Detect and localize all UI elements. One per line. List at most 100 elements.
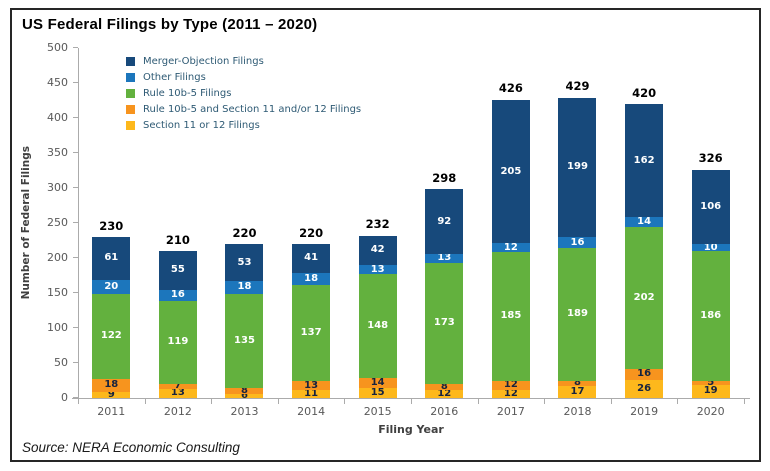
- x-tick-mark: [78, 399, 79, 404]
- bar-segment-value: 185: [500, 310, 522, 322]
- bar-segment: 18: [225, 281, 264, 294]
- stacked-bar: 11 13 137 18 41: [292, 244, 331, 399]
- bar-total-value: 429: [565, 79, 590, 94]
- bar-segment: 6: [225, 390, 264, 400]
- bar-column: 15 14 148 13 42 232 2015: [344, 48, 411, 417]
- bar-total-value: 232: [365, 217, 390, 232]
- bar-segment: 119: [158, 300, 197, 385]
- bar-segment-value: 26: [637, 382, 652, 394]
- bar-segment-value: 173: [433, 317, 455, 329]
- bar-segment-value: 18: [104, 379, 119, 391]
- bar-segment-value: 10: [703, 241, 718, 253]
- legend-item-label: Section 11 or 12 Filings: [143, 120, 260, 131]
- x-category-label: 2011: [97, 405, 126, 418]
- y-tick-mark: [73, 47, 78, 48]
- bar-segment: 18: [292, 272, 331, 286]
- bar-segment-value: 12: [503, 379, 518, 391]
- bar-segment: 173: [425, 262, 464, 385]
- x-tick-mark: [277, 399, 279, 404]
- y-tick-mark: [73, 82, 78, 83]
- bar-segment-value: 205: [500, 165, 522, 177]
- bar-segment-value: 15: [370, 386, 385, 398]
- bar-segment: 61: [92, 237, 131, 280]
- x-category-label: 2020: [696, 405, 725, 418]
- y-axis-line: [78, 48, 79, 398]
- bar-segment-value: 7: [174, 380, 182, 392]
- plot-area: 0 50 100 150 200 250 300 350 400 450 500 9 18 122 20 6…: [47, 42, 750, 417]
- bar-segment: 92: [425, 189, 464, 254]
- bar-total-value: 426: [498, 81, 523, 96]
- legend-swatch: [126, 89, 135, 98]
- bar-segment-value: 8: [440, 380, 448, 392]
- bar-segment-value: 55: [170, 264, 185, 276]
- bar-segment-value: 8: [574, 377, 581, 389]
- bar-segment: 18: [92, 379, 131, 392]
- bar-segment: 10: [691, 241, 730, 253]
- bar-total-value: 230: [99, 218, 124, 233]
- legend-item-label: Other Filings: [143, 72, 206, 83]
- stacked-bar: 26 16 202 14 162: [625, 104, 664, 398]
- stacked-bar: 13 7 119 16 55: [158, 251, 197, 398]
- x-category-label: 2015: [363, 405, 392, 418]
- bar-segment: 19: [691, 384, 730, 398]
- bar-segment: 20: [92, 279, 131, 294]
- y-tick-mark: [73, 187, 78, 188]
- bar-segment: 55: [158, 251, 197, 290]
- y-axis-title-wrap: Number of Federal Filings: [18, 48, 34, 398]
- y-tick-mark: [73, 222, 78, 223]
- bar-column: 12 12 185 12 205 426 2017: [478, 48, 545, 417]
- x-tick-mark: [411, 399, 412, 404]
- y-tick-label: 450: [47, 76, 68, 89]
- y-tick-label: 500: [47, 41, 68, 54]
- bar-segment-value: 122: [100, 330, 122, 342]
- bar-column: 11 13 137 18 41 220 2014: [278, 48, 345, 417]
- bar-segment: 122: [92, 293, 131, 380]
- x-tick-mark: [744, 399, 745, 404]
- legend-item-label: Rule 10b-5 Filings: [143, 88, 232, 99]
- y-tick-label: 300: [47, 181, 68, 194]
- bar-segment: 42: [358, 235, 397, 266]
- bar-segment: 26: [625, 379, 664, 398]
- bar-segment-value: 13: [370, 263, 385, 275]
- bar-segment-value: 19: [703, 385, 718, 397]
- bar-segment: 41: [292, 244, 331, 273]
- x-tick-mark: [677, 399, 679, 404]
- y-tick-label: 50: [54, 356, 68, 369]
- y-tick-mark: [73, 292, 78, 293]
- bar-segment: 135: [225, 293, 264, 389]
- bar-segment: 12: [425, 387, 464, 399]
- bar-segment: 12: [491, 242, 530, 252]
- bar-segment-value: 42: [370, 244, 385, 256]
- bar-column: 6 8 135 18 53 220 2013: [211, 48, 278, 417]
- x-tick-mark: [610, 399, 612, 404]
- legend-item: Rule 10b-5 and Section 11 and/or 12 Fili…: [126, 104, 361, 115]
- bar-segment: 16: [625, 368, 664, 380]
- legend-swatch: [126, 57, 135, 66]
- y-tick-label: 250: [47, 216, 68, 229]
- bar-segment: 14: [625, 216, 664, 228]
- bar-segment-value: 162: [633, 154, 655, 166]
- bar-segment: 185: [491, 251, 530, 382]
- bar-segment: 8: [225, 386, 264, 396]
- bar-segment-value: 119: [167, 336, 189, 348]
- legend-swatch: [126, 73, 135, 82]
- bar-segment-value: 12: [437, 387, 452, 399]
- bar-segment: 16: [558, 237, 597, 249]
- bar-segment-value: 41: [304, 252, 319, 264]
- bar-segment-value: 92: [437, 215, 452, 227]
- bar-total-value: 220: [232, 225, 257, 240]
- legend-item: Merger-Objection Filings: [126, 56, 361, 67]
- source-note: Source: NERA Economic Consulting: [22, 440, 240, 455]
- stacked-bar: 15 14 148 13 42: [358, 235, 397, 398]
- stacked-bar: 9 18 122 20 61: [92, 237, 131, 399]
- bar-segment-value: 13: [437, 252, 452, 264]
- y-tick-mark: [73, 152, 78, 153]
- stacked-bar: 19 5 186 10 106: [691, 169, 730, 398]
- y-tick-label: 400: [47, 111, 68, 124]
- x-tick-mark: [477, 399, 479, 404]
- bar-segment-value: 199: [567, 161, 588, 173]
- bar-segment-value: 148: [367, 319, 389, 331]
- stacked-bar: 6 8 135 18 53: [225, 244, 264, 400]
- bar-segment-value: 14: [637, 216, 652, 228]
